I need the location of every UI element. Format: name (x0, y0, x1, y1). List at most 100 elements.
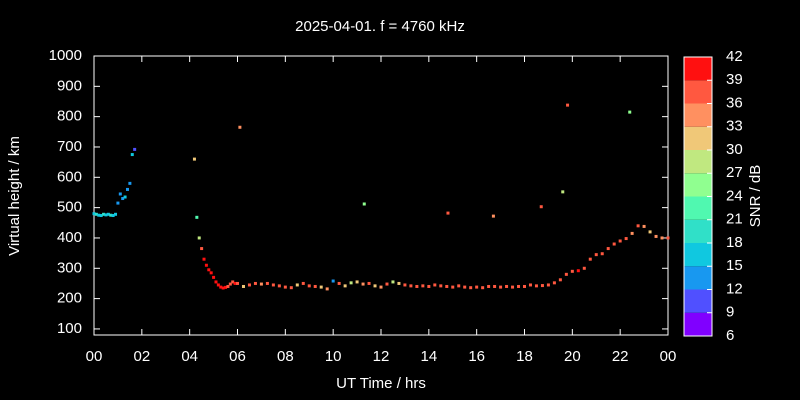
colorbar-tick-label: 27 (726, 164, 743, 181)
data-point (238, 125, 242, 129)
data-point (600, 252, 604, 256)
colorbar-segment (684, 150, 712, 174)
data-point (566, 103, 570, 107)
data-point (325, 287, 329, 291)
y-tick-label: 100 (57, 320, 82, 337)
x-tick-label: 20 (564, 348, 581, 365)
data-point (523, 284, 526, 288)
data-point (427, 284, 431, 288)
data-point (654, 234, 658, 238)
y-tick-label: 800 (57, 108, 82, 125)
data-point (493, 284, 497, 288)
data-point (195, 215, 199, 219)
data-point (528, 283, 532, 287)
data-point (660, 236, 664, 240)
data-point (362, 202, 366, 206)
data-point (439, 284, 443, 288)
data-point (121, 197, 125, 201)
data-point (271, 283, 275, 287)
y-tick-label: 300 (57, 259, 82, 276)
data-point (207, 268, 211, 272)
chart-title: 2025-04-01. f = 4760 kHz (295, 18, 465, 35)
data-point (209, 271, 213, 275)
data-point (487, 284, 491, 288)
data-point (277, 284, 281, 288)
data-point (576, 269, 580, 273)
colorbar-tick-label: 18 (726, 234, 743, 251)
data-point (511, 285, 515, 289)
data-point (373, 284, 377, 288)
data-point (349, 281, 353, 285)
data-point (259, 282, 263, 286)
data-point (624, 237, 628, 241)
data-point (594, 253, 598, 257)
colorbar-tick-label: 39 (726, 71, 743, 88)
colorbar-tick-label: 30 (726, 141, 743, 158)
data-point (192, 157, 196, 161)
data-point (104, 213, 108, 217)
y-tick-label: 600 (57, 168, 82, 185)
x-tick-label: 04 (181, 348, 198, 365)
data-point (247, 283, 251, 287)
x-tick-label: 08 (277, 348, 294, 365)
data-point (99, 214, 103, 218)
data-point (457, 284, 461, 288)
data-point (319, 285, 323, 289)
data-point (301, 281, 305, 285)
data-point (133, 147, 137, 151)
x-tick-label: 00 (86, 348, 103, 365)
data-point (481, 286, 485, 290)
data-point (570, 269, 574, 273)
data-point (102, 212, 106, 216)
colorbar-segment (684, 126, 712, 150)
data-point (106, 212, 110, 216)
data-point (558, 278, 562, 282)
data-point (415, 284, 419, 288)
data-point (313, 284, 317, 288)
data-point (125, 187, 129, 191)
data-point (343, 284, 347, 288)
data-point (642, 224, 646, 228)
data-point (128, 181, 132, 185)
x-tick-label: 00 (660, 348, 677, 365)
data-point (534, 284, 538, 288)
data-point (517, 284, 521, 288)
data-point (397, 281, 401, 285)
data-point (130, 153, 134, 157)
data-point (385, 282, 389, 286)
data-point (219, 285, 223, 289)
y-tick-label: 700 (57, 138, 82, 155)
data-point (582, 266, 586, 270)
colorbar-label: SNR / dB (747, 165, 764, 228)
y-tick-label: 200 (57, 290, 82, 307)
data-point (606, 247, 610, 251)
data-point (433, 283, 437, 287)
y-tick-label: 400 (57, 229, 82, 246)
data-point (546, 283, 550, 287)
colorbar-segment (684, 57, 712, 81)
x-axis-label: UT Time / hrs (336, 375, 426, 392)
x-tick-label: 12 (373, 348, 390, 365)
x-tick-label: 10 (325, 348, 342, 365)
colorbar-segment (684, 173, 712, 197)
data-point (97, 213, 101, 217)
data-point (109, 213, 113, 217)
data-point (630, 231, 634, 235)
data-point (648, 230, 652, 234)
colorbar-tick-label: 6 (726, 327, 734, 344)
data-point (540, 284, 544, 288)
data-point (469, 286, 473, 290)
data-point (111, 214, 115, 218)
data-point (451, 285, 455, 289)
data-point (202, 257, 206, 261)
x-tick-label: 22 (612, 348, 629, 365)
colorbar-tick-label: 24 (726, 187, 743, 204)
data-point (307, 284, 311, 288)
data-point (236, 281, 239, 285)
x-tick-label: 02 (133, 348, 150, 365)
data-point (552, 281, 556, 285)
data-point (361, 282, 365, 286)
data-point (224, 285, 228, 289)
data-point (295, 283, 299, 287)
